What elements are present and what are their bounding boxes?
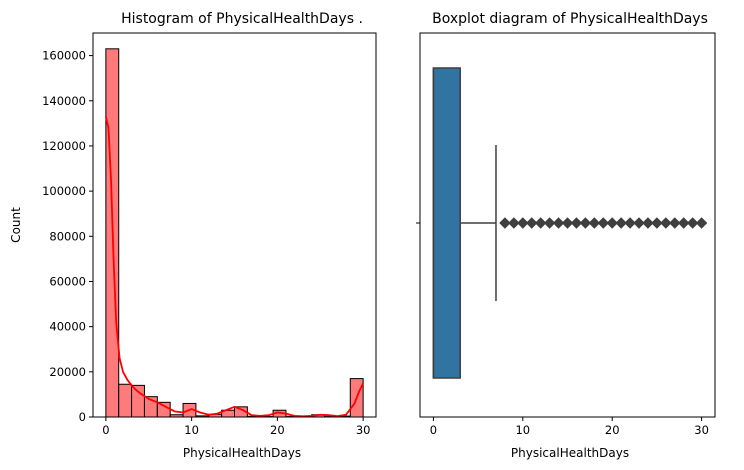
- boxplot-outlier: [517, 217, 529, 229]
- histogram-y-tick-label: 120000: [42, 139, 86, 153]
- boxplot-x-tick-label: 0: [430, 423, 437, 437]
- histogram-y-tick-label: 80000: [49, 229, 86, 243]
- boxplot-title: Boxplot diagram of PhysicalHealthDays: [432, 11, 708, 27]
- boxplot-outlier: [633, 217, 645, 229]
- histogram-title: Histogram of PhysicalHealthDays .: [121, 11, 363, 27]
- histogram-y-tick-label: 160000: [42, 49, 86, 63]
- boxplot-x-tick-label: 20: [605, 423, 620, 437]
- boxplot-outlier: [561, 217, 574, 229]
- boxplot-outlier: [615, 217, 627, 229]
- boxplot-outlier: [651, 217, 663, 229]
- histogram-x-tick-label: 30: [356, 423, 371, 437]
- histogram-y-tick-label: 60000: [49, 274, 86, 288]
- boxplot-x-tick-label: 10: [515, 423, 530, 437]
- boxplot-x-ticks: 0 10 20 30: [430, 417, 709, 437]
- boxplot-outlier: [534, 217, 547, 229]
- boxplot-outlier: [695, 217, 708, 229]
- boxplot-x-tick-label: 30: [694, 423, 709, 437]
- boxplot-outlier: [543, 217, 556, 229]
- histogram-y-tick-label: 20000: [49, 365, 86, 379]
- histogram-bars: [105, 48, 364, 418]
- boxplot-outlier: [588, 217, 601, 229]
- boxplot-outlier: [508, 217, 520, 229]
- boxplot-panel: Boxplot diagram of PhysicalHealthDays 0 1…: [416, 11, 716, 460]
- boxplot-outlier: [678, 217, 690, 229]
- histogram-x-ticks: 0 10 20 30: [102, 417, 370, 437]
- histogram-x-label: PhysicalHealthDays: [183, 446, 301, 460]
- histogram-x-tick-label: 20: [270, 423, 285, 437]
- boxplot-axes-frame: [419, 32, 716, 418]
- boxplot-outlier: [597, 217, 609, 229]
- boxplot-outlier: [499, 217, 511, 229]
- histogram-kde-line: [104, 116, 364, 418]
- boxplot-outlier: [606, 217, 618, 229]
- boxplot-outlier: [642, 217, 654, 229]
- boxplot-outlier: [686, 217, 699, 229]
- boxplot-outlier: [526, 217, 538, 229]
- boxplot-x-label: PhysicalHealthDays: [511, 446, 629, 460]
- histogram-y-tick-label: 140000: [42, 94, 86, 108]
- histogram-x-tick-label: 0: [102, 423, 109, 437]
- boxplot-outlier: [579, 217, 592, 229]
- histogram-panel: Histogram of PhysicalHealthDays . 0 10 20 3…: [9, 11, 377, 460]
- histogram-bar: [118, 383, 133, 418]
- histogram-y-label: Count: [9, 207, 23, 243]
- histogram-y-tick-label: 100000: [42, 184, 86, 198]
- boxplot-outlier: [669, 217, 681, 229]
- boxplot-outlier: [624, 217, 636, 229]
- histogram-y-ticks: 0 20000 40000 60000 80000 100000 120000 140000 1…: [42, 49, 93, 424]
- boxplot-marks: [432, 67, 708, 379]
- boxplot-outlier: [552, 217, 565, 229]
- boxplot-box: [432, 67, 461, 379]
- histogram-y-tick-label: 0: [79, 410, 86, 424]
- histogram-axes-frame: [92, 32, 377, 418]
- histogram-x-tick-label: 10: [184, 423, 199, 437]
- histogram-bar: [131, 384, 145, 418]
- histogram-y-tick-label: 40000: [49, 320, 86, 334]
- boxplot-outlier: [570, 217, 583, 229]
- boxplot-outlier: [660, 217, 672, 229]
- histogram-bar: [156, 401, 171, 418]
